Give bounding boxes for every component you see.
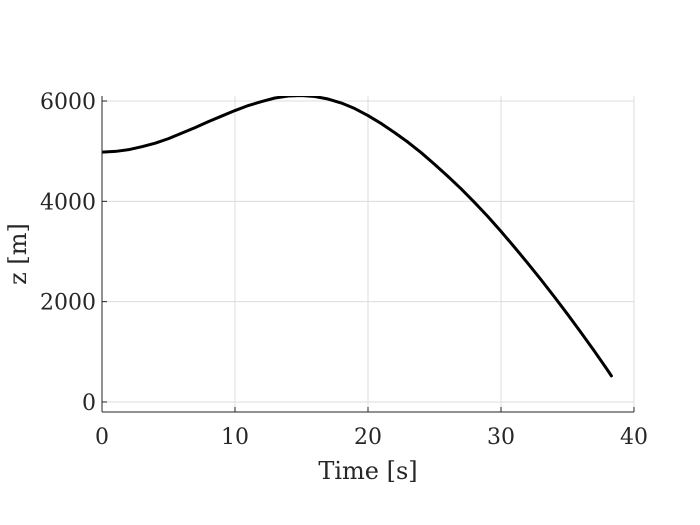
- x-tick-label: 30: [487, 425, 515, 450]
- series-layer: [102, 96, 613, 378]
- y-tick-label: 2000: [40, 291, 96, 316]
- x-tick-label: 20: [354, 425, 382, 450]
- tick-labels: 0 10 20 30 40 0 2000 4000 6000: [40, 90, 648, 450]
- grid: [101, 96, 635, 412]
- x-tick-label: 0: [95, 425, 109, 450]
- series-line: [102, 96, 613, 378]
- x-axis-title: Time [s]: [318, 457, 417, 485]
- y-tick-label: 0: [82, 391, 96, 416]
- y-tick-label: 6000: [40, 90, 96, 115]
- y-tick-label: 4000: [40, 190, 96, 215]
- y-axis-title: z [m]: [4, 223, 32, 285]
- x-tick-label: 10: [221, 425, 249, 450]
- x-tick-label: 40: [620, 425, 648, 450]
- axes: [101, 96, 635, 413]
